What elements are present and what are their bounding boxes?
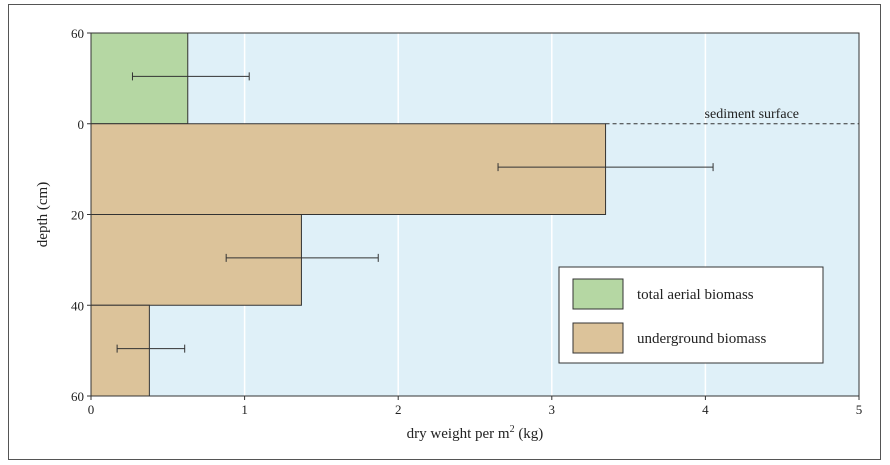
figure-frame: sediment surface 0 1 2 3 4 5 60 0 20 40 60 dry we… <box>8 4 881 460</box>
legend-swatch-1 <box>572 322 624 354</box>
biomass-chart: sediment surface 0 1 2 3 4 5 60 0 20 40 60 dry we… <box>35 26 863 442</box>
bar-aerial <box>90 32 189 125</box>
y-tick-label-4: 60 <box>71 389 84 404</box>
bar-underground-3 <box>90 304 150 397</box>
bar-underground-1 <box>90 123 607 215</box>
x-axis-ticks: 0 1 2 3 4 5 <box>88 396 863 417</box>
x-axis-label-main: dry weight per m <box>407 426 510 442</box>
error-bars-group <box>116 72 714 353</box>
x-tick-label-4: 4 <box>702 402 709 417</box>
x-axis-label-unit-text: (kg) <box>518 426 543 442</box>
sediment-surface-label: sediment surface <box>705 107 799 122</box>
legend-label-0: total aerial biomass <box>637 287 754 303</box>
y-tick-label-0: 60 <box>71 26 84 41</box>
y-tick-label-3: 40 <box>71 298 84 313</box>
x-tick-label-5: 5 <box>856 402 863 417</box>
x-tick-label-0: 0 <box>88 402 95 417</box>
x-axis-label: dry weight per m2 (kg) <box>407 424 544 442</box>
y-axis-label: depth (cm) <box>35 182 51 247</box>
bars-group <box>90 32 607 397</box>
y-axis-ticks: 60 0 20 40 60 <box>71 26 91 404</box>
x-tick-label-3: 3 <box>549 402 556 417</box>
y-tick-label-2: 20 <box>71 208 84 223</box>
legend-label-1: underground biomass <box>637 331 766 347</box>
x-tick-label-2: 2 <box>395 402 402 417</box>
x-tick-label-1: 1 <box>241 402 248 417</box>
legend-swatch-0 <box>572 278 624 310</box>
x-axis-label-superscript: 2 <box>510 424 515 435</box>
bar-underground-2 <box>90 214 302 306</box>
y-tick-label-1: 0 <box>78 117 85 132</box>
legend: total aerial biomass underground biomass <box>558 266 824 364</box>
